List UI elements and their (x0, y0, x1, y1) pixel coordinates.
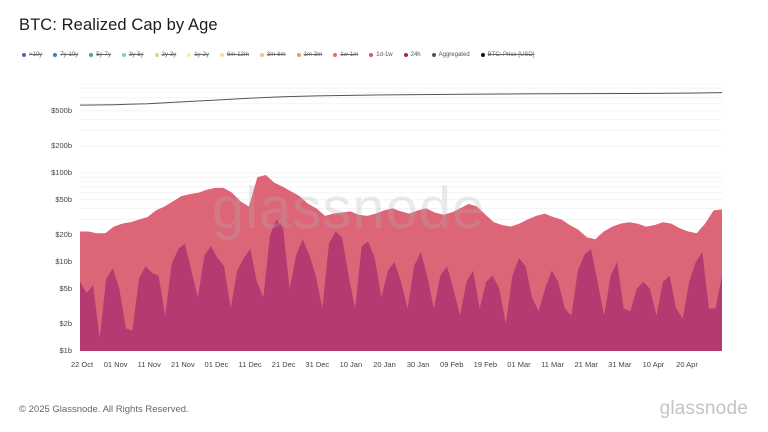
legend-label: 1d-1w (376, 52, 393, 58)
legend-label: 1y-2y (194, 52, 209, 58)
x-tick-label: 30 Jan (406, 360, 430, 369)
legend-dot-icon (187, 53, 192, 57)
legend-item-5y-7y[interactable]: 5y-7y (89, 52, 111, 58)
x-tick-label: 10 Apr (642, 360, 665, 369)
area-24h (80, 219, 722, 351)
legend-item-3y-5y[interactable]: 3y-5y (121, 52, 144, 58)
legend-label: 3m-6m (266, 52, 286, 58)
y-tick-label: $50b (55, 194, 72, 204)
y-tick-label: $10b (55, 257, 72, 266)
legend-label: 5y-7y (96, 52, 111, 58)
x-tick-label: 21 Nov (170, 360, 195, 369)
y-tick-label: $200b (51, 141, 72, 151)
x-tick-label: 10 Jan (339, 360, 363, 369)
x-tick-label: 22 Oct (70, 360, 94, 369)
copyright-text: © 2025 Glassnode. All Rights Reserved. (19, 404, 189, 415)
x-tick-label: 31 Mar (608, 360, 632, 369)
legend-item-6m-12m[interactable]: 6m-12m (219, 52, 249, 58)
legend-dot-icon (154, 53, 159, 57)
legend-dot-icon (431, 53, 436, 57)
legend-item-aggregated[interactable]: Aggregated (431, 52, 470, 58)
legend-item-1d-1w[interactable]: 1d-1w (369, 52, 393, 58)
legend-label: 1w-1m (340, 52, 359, 58)
legend-item-1y-2y[interactable]: 1y-2y (187, 52, 209, 58)
x-tick-label: 01 Mar (507, 360, 531, 369)
x-tick-label: 11 Dec (238, 360, 262, 369)
legend-dot-icon (259, 53, 264, 57)
y-tick-label: $20b (55, 230, 72, 240)
legend-item-1m-3m[interactable]: 1m-3m (296, 52, 323, 58)
legend-item-24h[interactable]: 24h (403, 52, 421, 58)
line-aggregated (79, 92, 723, 106)
legend-dot-icon (121, 53, 126, 57)
glassnode-logo: glassnode (659, 398, 748, 419)
x-tick-label: 20 Jan (373, 360, 396, 369)
legend-dot-icon (369, 53, 374, 57)
y-tick-label: $2b (59, 319, 72, 329)
legend: >10y 7y-10y 5y-7y 3y-5y 2y-3y 1y-2y 6m-12m 3m-6… (22, 52, 545, 58)
legend-label: 6m-12m (226, 52, 249, 58)
y-tick-label: $500b (51, 105, 72, 115)
legend-dot-icon (296, 53, 301, 57)
legend-item--10y[interactable]: >10y (22, 52, 42, 58)
legend-dot-icon (22, 53, 26, 57)
legend-item-1w-1m[interactable]: 1w-1m (333, 52, 358, 58)
legend-dot-icon (480, 53, 485, 57)
x-tick-label: 01 Nov (103, 360, 128, 369)
x-tick-label: 01 Dec (204, 360, 229, 369)
y-tick-label: $5b (59, 283, 72, 293)
legend-label: BTC: Price [USD] (487, 52, 535, 58)
x-tick-label: 21 Dec (271, 360, 296, 369)
x-tick-label: 21 Mar (574, 360, 598, 369)
legend-dot-icon (403, 53, 408, 57)
legend-label: 1m-3m (303, 52, 323, 58)
legend-dot-icon (333, 53, 338, 57)
x-tick-label: 20 Apr (676, 360, 698, 369)
x-tick-label: 11 Nov (137, 360, 161, 369)
legend-dot-icon (89, 53, 94, 57)
legend-item-btc-price-usd-[interactable]: BTC: Price [USD] (480, 52, 535, 58)
legend-label: 24h (410, 52, 421, 58)
legend-item-2y-3y[interactable]: 2y-3y (154, 52, 177, 58)
legend-dot-icon (219, 53, 224, 57)
legend-label: 7y-10y (60, 52, 79, 58)
y-tick-label: $100b (51, 168, 72, 177)
legend-label: >10y (29, 52, 43, 58)
legend-item-7y-10y[interactable]: 7y-10y (53, 52, 78, 58)
x-tick-label: 31 Dec (305, 360, 330, 369)
legend-item-3m-6m[interactable]: 3m-6m (259, 52, 286, 58)
legend-label: 2y-3y (161, 52, 177, 58)
y-tick-label: $1b (59, 346, 72, 355)
chart-title: BTC: Realized Cap by Age (19, 16, 218, 34)
x-tick-label: 11 Mar (541, 360, 564, 369)
x-tick-label: 09 Feb (440, 360, 464, 369)
legend-label: 3y-5y (128, 52, 144, 58)
x-tick-label: 19 Feb (473, 360, 498, 369)
legend-dot-icon (53, 53, 58, 57)
legend-label: Aggregated (438, 52, 470, 58)
